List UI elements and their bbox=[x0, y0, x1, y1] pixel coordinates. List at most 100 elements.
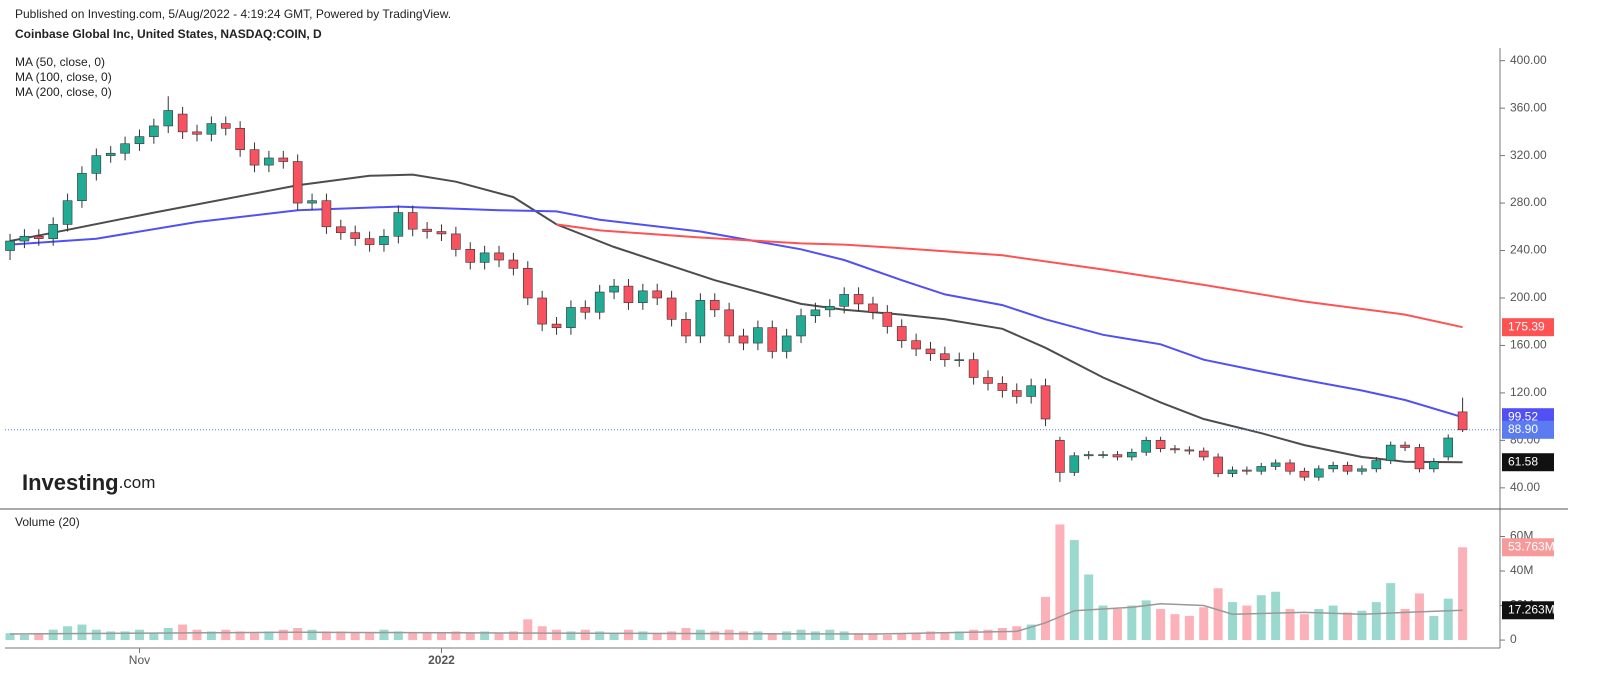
candle-body bbox=[738, 335, 749, 344]
candle-body bbox=[609, 285, 619, 293]
volume-bar bbox=[623, 629, 633, 641]
candle-body bbox=[364, 238, 375, 245]
volume-bar bbox=[523, 619, 533, 641]
candle-body bbox=[1457, 411, 1468, 431]
candle-body bbox=[580, 307, 591, 313]
volume-bar bbox=[494, 633, 504, 641]
candle-body bbox=[120, 143, 130, 154]
volume-bar bbox=[408, 633, 418, 641]
candle-body bbox=[33, 235, 44, 239]
candle-body bbox=[1213, 456, 1223, 474]
volume-bar bbox=[940, 633, 950, 641]
volume-bar bbox=[163, 627, 173, 641]
candle-body bbox=[508, 259, 519, 269]
y-tick-label: 200.00 bbox=[1510, 290, 1547, 304]
candle-body bbox=[422, 228, 432, 232]
candle-body bbox=[882, 311, 893, 327]
candle-body bbox=[407, 212, 418, 230]
candle-body bbox=[91, 155, 102, 174]
volume-bar bbox=[1170, 614, 1180, 641]
y-tick-label: 320.00 bbox=[1510, 148, 1547, 162]
candle-body bbox=[1011, 390, 1022, 397]
volume-bar bbox=[19, 634, 29, 641]
candle-body bbox=[896, 326, 907, 341]
volume-bar bbox=[365, 633, 375, 641]
candle-body bbox=[1299, 470, 1310, 478]
candle-body bbox=[853, 294, 864, 305]
candle-body bbox=[1414, 447, 1425, 470]
volume-bar bbox=[767, 633, 777, 641]
candle-body bbox=[1055, 440, 1065, 473]
volume-bar bbox=[149, 633, 159, 641]
volume-bar bbox=[77, 624, 87, 641]
volume-bar bbox=[336, 631, 346, 641]
volume-bar bbox=[739, 631, 749, 641]
candle-body bbox=[839, 294, 849, 307]
candle-body bbox=[997, 383, 1008, 391]
ma-last-label-box bbox=[1502, 453, 1554, 472]
volume-last-label-box bbox=[1502, 538, 1554, 557]
candle-body bbox=[767, 327, 778, 352]
last-price-label-box bbox=[1502, 420, 1554, 439]
volume-bar bbox=[897, 633, 907, 641]
candle-body bbox=[77, 173, 87, 201]
candle-body bbox=[1170, 448, 1180, 451]
candle-body bbox=[566, 307, 576, 328]
volume-bar bbox=[782, 631, 792, 641]
volume-bar bbox=[825, 629, 835, 641]
volume-bar bbox=[1256, 595, 1266, 641]
candle-body bbox=[1112, 454, 1123, 458]
candle-body bbox=[551, 323, 562, 328]
candle-body bbox=[192, 131, 202, 135]
legend-entry: MA (50, close, 0) bbox=[15, 55, 105, 69]
candle-body bbox=[206, 123, 217, 135]
volume-bar bbox=[1012, 626, 1022, 641]
candle-body bbox=[666, 297, 677, 320]
volume-bar bbox=[1213, 588, 1223, 641]
volume-bar bbox=[566, 631, 576, 641]
candle-body bbox=[1270, 462, 1281, 467]
volume-bar bbox=[1127, 605, 1137, 641]
y-tick-label: 240.00 bbox=[1510, 243, 1547, 257]
volume-bar bbox=[422, 633, 432, 641]
candle-body bbox=[1155, 440, 1166, 449]
volume-bar bbox=[1429, 615, 1439, 641]
candle-body bbox=[753, 327, 763, 344]
logo: Investing.com bbox=[22, 470, 155, 495]
candle-body bbox=[796, 315, 806, 337]
ma-last-label: 61.58 bbox=[1508, 454, 1538, 468]
volume-bar bbox=[882, 634, 892, 641]
candle-body bbox=[350, 232, 360, 239]
candle-body bbox=[1141, 440, 1152, 453]
y-tick-label: 120.00 bbox=[1510, 385, 1547, 399]
candle-body bbox=[1385, 444, 1396, 461]
candle-body bbox=[1357, 468, 1367, 472]
volume-bar bbox=[969, 629, 979, 641]
candle-body bbox=[1285, 462, 1295, 472]
volume-bar bbox=[1041, 596, 1051, 641]
y-tick-label: 360.00 bbox=[1510, 100, 1547, 114]
volume-bar bbox=[854, 633, 864, 641]
legend-entry: MA (100, close, 0) bbox=[15, 70, 112, 84]
candle-body bbox=[940, 353, 950, 360]
volume-bar bbox=[1199, 607, 1209, 641]
candle-body bbox=[1429, 461, 1439, 470]
volume-bar bbox=[925, 631, 935, 641]
volume-bar bbox=[465, 633, 475, 641]
volume-bar bbox=[134, 629, 144, 641]
volume-bar bbox=[1184, 615, 1194, 641]
volume-tick-label: 40M bbox=[1510, 563, 1533, 577]
candle-body bbox=[479, 252, 490, 263]
volume-bar bbox=[1098, 605, 1108, 641]
last-price-label: 88.90 bbox=[1508, 422, 1538, 436]
candle-body bbox=[1256, 466, 1267, 472]
candle-body bbox=[336, 226, 346, 234]
volume-bar bbox=[1271, 591, 1281, 641]
candle-body bbox=[1227, 469, 1238, 474]
candle-body bbox=[292, 161, 303, 204]
volume-bar bbox=[839, 631, 849, 641]
candle-body bbox=[709, 300, 720, 311]
candle-body bbox=[1313, 468, 1324, 478]
candle-body bbox=[1342, 464, 1353, 472]
